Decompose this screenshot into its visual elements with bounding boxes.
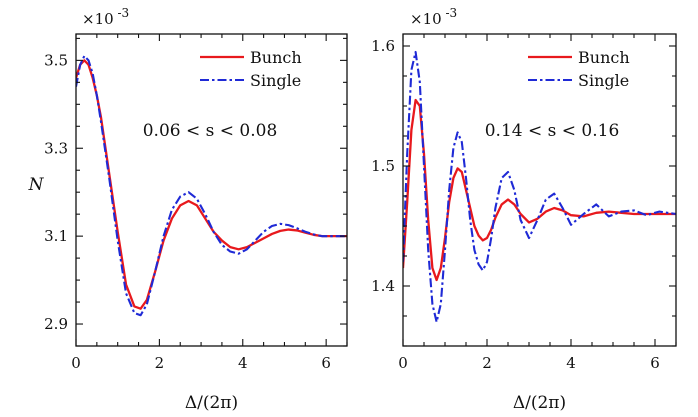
x-tick-label: 4 (566, 354, 576, 372)
y-tick-label: 3.5 (44, 51, 68, 69)
x-tick-label: 6 (321, 354, 331, 372)
y-tick-label: 3.3 (44, 139, 68, 157)
chart-panel-1: 0 2 4 6 2.9 3.1 3.3 3.5 ×10 -3 Δ/(2π) N 0.06 < s < … (28, 6, 348, 413)
y-tick-label: 3.1 (44, 227, 68, 245)
x-tick-label: 0 (71, 354, 81, 372)
x-tick-label: 6 (650, 354, 660, 372)
x-tick-label: 2 (482, 354, 492, 372)
y-tick-label: 1.6 (371, 37, 395, 55)
legend: Bunch Single (200, 48, 302, 90)
series-line-single (403, 50, 676, 324)
x-tick-label: 2 (155, 354, 165, 372)
chart-panel-2: 0 2 4 6 1.4 1.5 1.6 ×10 -3 Δ/(2π) 0.14 < s < 0.16… (371, 6, 677, 413)
axes-frame (402, 33, 677, 347)
series-line-single (76, 54, 347, 317)
y-tick-label: 1.5 (371, 157, 395, 175)
legend-label-single: Single (250, 71, 301, 90)
legend-label-bunch: Bunch (250, 48, 302, 67)
y-multiplier-exponent: -3 (442, 6, 458, 20)
legend-label-bunch: Bunch (578, 48, 630, 67)
y-axis-label: N (28, 175, 45, 195)
range-annotation: 0.06 < s < 0.08 (143, 121, 278, 141)
legend-label-single: Single (578, 71, 629, 90)
y-multiplier-exponent: -3 (114, 6, 130, 20)
y-multiplier: ×10 -3 (410, 6, 457, 28)
y-multiplier: ×10 -3 (82, 6, 129, 28)
series-line-bunch (76, 59, 347, 310)
series-line-bunch (403, 98, 676, 282)
axes-frame (75, 33, 348, 347)
y-tick-label: 2.9 (44, 315, 68, 333)
legend: Bunch Single (528, 48, 630, 90)
y-tick-label: 1.4 (371, 277, 395, 295)
x-axis-label: Δ/(2π) (185, 393, 238, 413)
x-axis-label: Δ/(2π) (513, 393, 566, 413)
x-tick-label: 0 (398, 354, 408, 372)
x-tick-label: 4 (238, 354, 248, 372)
range-annotation: 0.14 < s < 0.16 (485, 121, 620, 141)
